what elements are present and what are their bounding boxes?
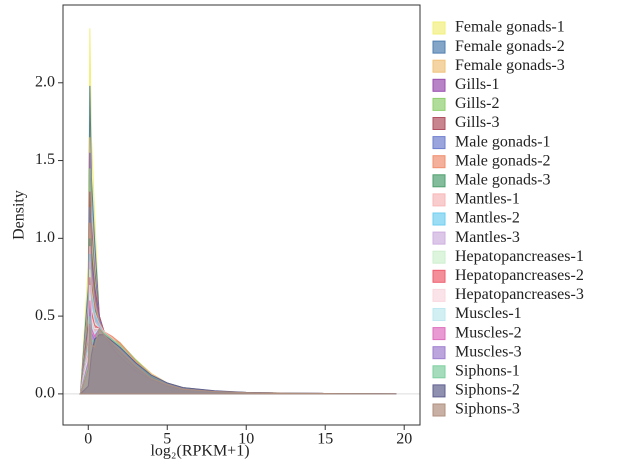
legend-label: Mantles-2 [455, 210, 520, 227]
legend-swatch [432, 365, 446, 379]
legend-swatch [432, 288, 446, 302]
legend-label: Gills-1 [455, 76, 499, 93]
legend-swatch [432, 308, 446, 321]
x-tick-label: 5 [163, 431, 171, 448]
legend-label: Gills-2 [455, 95, 499, 112]
legend-label: Muscles-2 [455, 324, 522, 341]
x-tick-label: 0 [84, 431, 92, 448]
y-tick-label: 0.5 [35, 307, 55, 324]
legend-label: Hepatopancreases-1 [455, 248, 584, 265]
x-axis-label: log₂(RPKM+1) [150, 443, 249, 460]
legend-label: Hepatopancreases-3 [455, 286, 584, 303]
legend-label: Muscles-1 [455, 305, 522, 322]
legend-swatch [432, 403, 446, 417]
density-area [79, 323, 397, 395]
y-tick-label: 1.5 [35, 151, 55, 168]
legend-swatch [432, 231, 446, 245]
legend-swatch [432, 40, 446, 54]
legend-swatch [432, 269, 446, 283]
x-tick-label: 15 [317, 431, 333, 448]
legend-swatch [432, 136, 446, 150]
y-tick-label: 1.0 [35, 229, 55, 246]
y-axis-label: Density [11, 190, 28, 240]
x-tick-label: 20 [396, 431, 412, 448]
density-area [79, 28, 397, 395]
legend-swatch [432, 174, 446, 188]
legend-label: Male gonads-2 [455, 152, 551, 169]
legend-label: Female gonads-1 [455, 19, 565, 36]
y-tick-label: 2.0 [35, 73, 55, 90]
legend-swatch [432, 212, 446, 226]
legend-swatch [432, 327, 446, 341]
legend-label: Male gonads-3 [455, 171, 551, 188]
legend-swatch [432, 117, 446, 130]
legend-label: Gills-3 [455, 114, 499, 131]
legend-swatch [432, 21, 446, 35]
legend-label: Siphons-3 [455, 401, 520, 418]
legend-swatch [432, 193, 446, 207]
legend-label: Mantles-1 [455, 191, 520, 208]
legend-label: Female gonads-3 [455, 57, 565, 74]
legend-label: Siphons-2 [455, 382, 520, 399]
legend-swatch [432, 78, 446, 92]
y-tick-label: 0.0 [35, 385, 55, 402]
legend-label: Hepatopancreases-2 [455, 267, 584, 284]
legend-label: Male gonads-1 [455, 133, 551, 150]
plot-frame [62, 4, 421, 426]
legend-label: Female gonads-2 [455, 38, 565, 55]
x-tick-label: 10 [238, 431, 254, 448]
legend-swatch [432, 155, 446, 169]
legend-label: Siphons-1 [455, 362, 520, 379]
legend-swatch [432, 250, 446, 264]
legend-swatch [432, 384, 446, 398]
legend-swatch [432, 97, 446, 111]
legend-swatch [432, 59, 446, 73]
density-area [79, 85, 397, 395]
legend-label: Mantles-3 [455, 229, 520, 246]
legend-label: Muscles-3 [455, 343, 522, 360]
legend-swatch [432, 346, 446, 360]
